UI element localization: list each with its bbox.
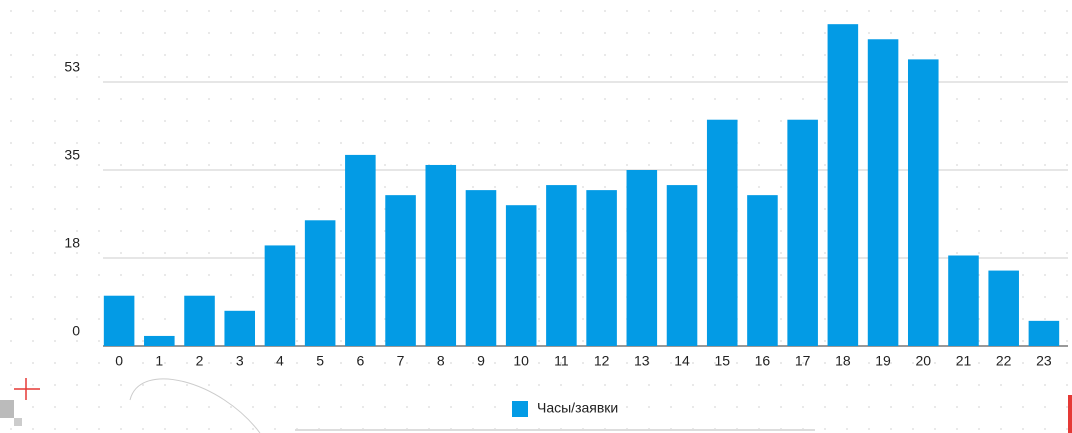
bar — [787, 119, 818, 346]
x-tick-label: 12 — [594, 353, 610, 369]
x-tick-label: 7 — [397, 353, 405, 369]
bar — [465, 190, 497, 346]
legend-label: Часы/заявки — [537, 400, 618, 416]
bar — [184, 295, 215, 346]
bar — [264, 245, 296, 346]
x-tick-label: 14 — [674, 353, 690, 369]
x-tick-label: 5 — [316, 353, 324, 369]
bar — [144, 335, 175, 346]
bar — [304, 220, 336, 346]
decoration — [0, 378, 1072, 433]
bar — [827, 24, 859, 347]
x-tick-label: 11 — [554, 353, 569, 369]
legend-swatch — [512, 401, 528, 417]
plot-area: 0183553700123456789101112131415161718192… — [64, 24, 1068, 417]
bar — [224, 310, 256, 346]
bar — [586, 190, 617, 346]
bar — [747, 195, 778, 346]
x-tick-label: 1 — [155, 353, 163, 369]
y-tick-label: 35 — [64, 147, 80, 163]
bar — [907, 59, 939, 346]
x-tick-label: 4 — [276, 353, 284, 369]
bar — [948, 255, 979, 346]
bar — [345, 154, 376, 346]
x-tick-label: 18 — [835, 353, 851, 369]
x-tick-label: 0 — [115, 353, 123, 369]
x-tick-label: 15 — [714, 353, 730, 369]
bar — [425, 164, 457, 346]
x-tick-label: 22 — [996, 353, 1012, 369]
bar — [385, 195, 416, 346]
bar — [706, 119, 738, 346]
bar — [867, 39, 899, 346]
x-tick-label: 19 — [875, 353, 891, 369]
y-tick-label: 53 — [64, 59, 80, 75]
x-tick-label: 9 — [477, 353, 485, 369]
bar — [546, 185, 577, 346]
x-tick-label: 3 — [236, 353, 244, 369]
x-tick-label: 20 — [915, 353, 931, 369]
bar — [988, 270, 1019, 346]
y-tick-label: 18 — [64, 235, 80, 251]
x-tick-label: 8 — [437, 353, 445, 369]
bar — [505, 205, 537, 346]
bar — [1028, 320, 1060, 346]
x-tick-label: 21 — [956, 353, 972, 369]
x-tick-label: 10 — [513, 353, 529, 369]
bar — [626, 170, 658, 346]
x-tick-label: 2 — [196, 353, 204, 369]
x-tick-label: 13 — [634, 353, 650, 369]
x-tick-label: 17 — [795, 353, 811, 369]
bar — [666, 185, 698, 346]
y-tick-label: 0 — [72, 323, 80, 339]
bar — [103, 295, 135, 346]
x-tick-label: 16 — [755, 353, 771, 369]
x-tick-label: 6 — [356, 353, 364, 369]
x-tick-label: 23 — [1036, 353, 1052, 369]
